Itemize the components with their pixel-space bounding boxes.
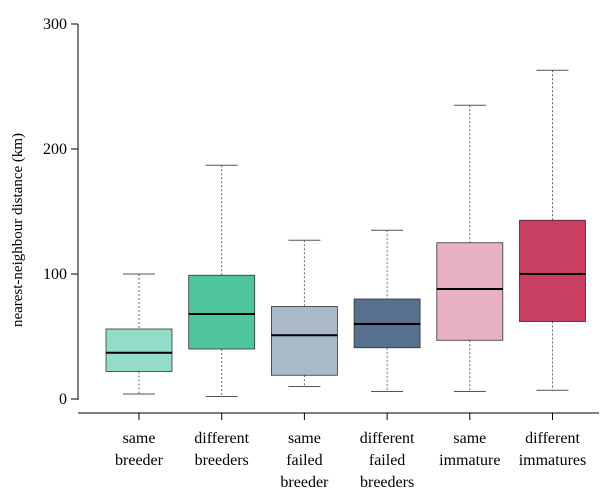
x-category-label: different immatures bbox=[519, 430, 587, 469]
x-category-label: different breeders bbox=[194, 430, 249, 469]
boxes bbox=[105, 69, 586, 420]
x-category-label-line: failed bbox=[286, 452, 322, 469]
x-category-label-line: immature bbox=[439, 452, 500, 469]
x-category-label: different failed breeders bbox=[360, 430, 415, 491]
iqr-box bbox=[188, 274, 256, 350]
x-category-label: same failed breeder bbox=[280, 430, 329, 491]
x-category-label-line: failed bbox=[369, 452, 405, 469]
x-category-label-line: different bbox=[194, 430, 249, 447]
y-axis-title: nearest-neighbour distance (km) bbox=[10, 133, 26, 327]
box-1 bbox=[105, 273, 173, 420]
x-category-label-line: same bbox=[453, 430, 486, 447]
y-tick-label: 200 bbox=[43, 141, 67, 158]
iqr-box bbox=[519, 219, 586, 322]
x-category-label-line: different bbox=[360, 430, 415, 447]
x-category-label: same immature bbox=[439, 430, 500, 469]
box-2 bbox=[188, 164, 256, 420]
x-category-label-line: same bbox=[123, 430, 156, 447]
box-4 bbox=[353, 229, 421, 420]
x-category-label-line: same bbox=[288, 430, 321, 447]
x-category-label-line: breeder bbox=[280, 474, 329, 491]
axes: 0 100 200 300 bbox=[43, 16, 599, 414]
box-6 bbox=[519, 69, 586, 420]
box-5 bbox=[436, 104, 504, 420]
iqr-box bbox=[105, 328, 173, 372]
iqr-box bbox=[270, 306, 338, 376]
x-category-label-line: breeder bbox=[115, 452, 164, 469]
x-category-label-line: breeders bbox=[360, 474, 414, 491]
x-category-label: same breeder bbox=[115, 430, 164, 469]
y-tick-label: 300 bbox=[43, 16, 67, 33]
x-category-label-line: breeders bbox=[195, 452, 249, 469]
labels: same breeder different breeders same failed br… bbox=[115, 430, 586, 491]
iqr-box bbox=[436, 242, 504, 341]
y-tick-label: 100 bbox=[43, 266, 67, 283]
box-3 bbox=[270, 239, 338, 420]
x-category-label-line: different bbox=[525, 430, 580, 447]
x-category-label-line: immatures bbox=[519, 452, 587, 469]
y-tick-label: 0 bbox=[59, 391, 67, 408]
